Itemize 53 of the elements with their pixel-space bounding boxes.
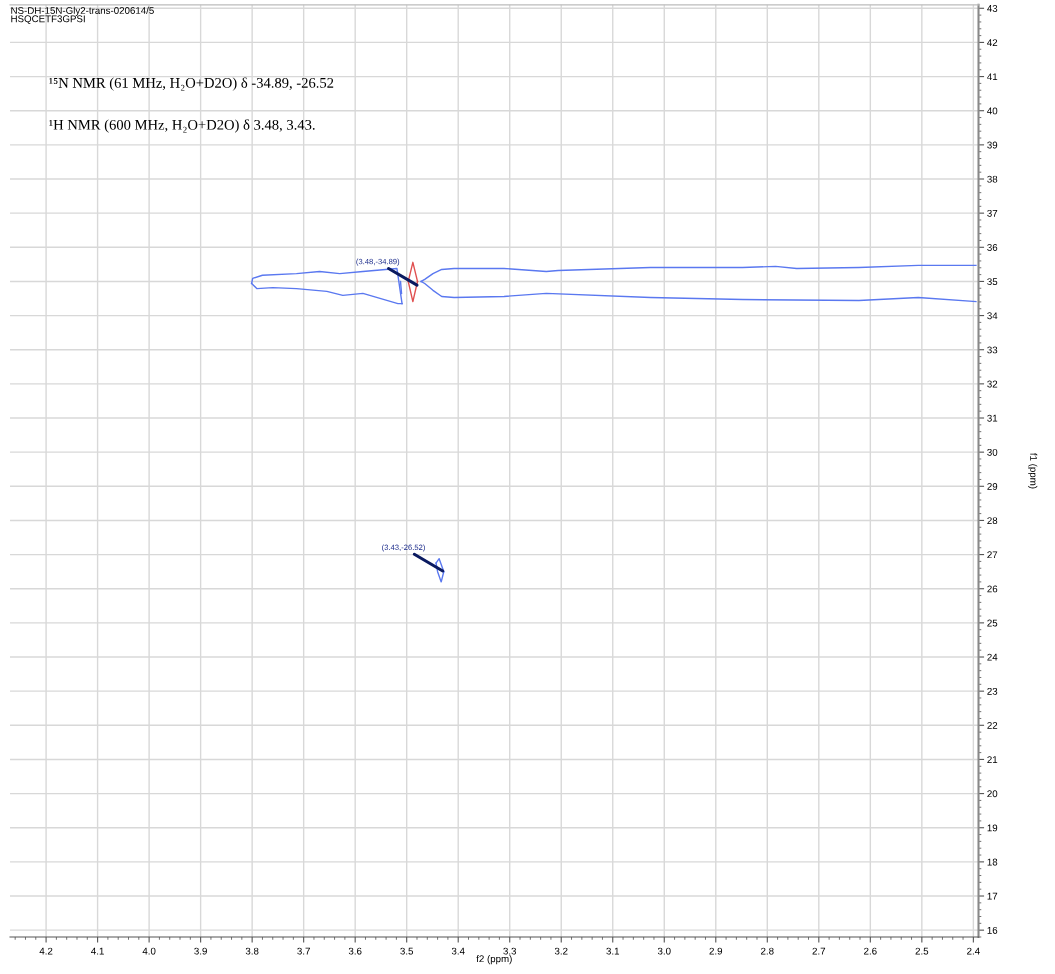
annotation: NS-DH-15N-Gly2-trans-020614/5 (11, 6, 154, 16)
x-tick-label: 2.8 (761, 947, 774, 955)
x-tick-label: 2.6 (864, 947, 877, 955)
y-tick-label: 37 (987, 209, 998, 217)
x-tick-label: 3.5 (400, 947, 414, 955)
y-tick-label: 34 (987, 312, 998, 320)
y-tick-label: 42 (987, 39, 998, 46)
x-tick-label: 2.7 (812, 947, 826, 955)
y-tick-label: 24 (987, 653, 998, 661)
annotation: HSQCETF3GPSI (11, 15, 85, 24)
y-tick-label: 38 (987, 175, 998, 183)
x-tick-label: 3.1 (606, 947, 620, 955)
x-tick-label: 3.7 (297, 947, 310, 955)
x-tick-label: 4.1 (91, 947, 104, 955)
y-tick-label: 19 (987, 824, 998, 832)
x-tick-label: 4.2 (39, 947, 53, 955)
x-tick-label: 3.8 (245, 947, 259, 955)
y-tick-label: 18 (987, 858, 998, 866)
x-tick-label: 3.2 (554, 947, 568, 955)
y-tick-label: 26 (987, 585, 998, 593)
y-tick-label: 16 (987, 926, 998, 934)
y-tick-label: 22 (987, 722, 998, 729)
x-tick-label: 3.3 (503, 947, 517, 955)
y-tick-label: 20 (987, 790, 998, 798)
annotation: ¹⁵N NMR (61 MHz, H₂O+D2O) δ -34.89, -26.52 (49, 77, 334, 91)
x-tick-label: 3.4 (451, 947, 465, 955)
y-tick-label: 29 (987, 483, 998, 490)
y-tick-label: 21 (987, 756, 998, 763)
y-tick-label: 28 (987, 517, 998, 525)
y-tick-label: 30 (987, 448, 998, 456)
y-tick-label: 25 (987, 619, 998, 627)
y-tick-label: 31 (987, 414, 998, 422)
y-tick-label: 36 (987, 244, 998, 251)
y-axis-title: f1 (ppm) (1028, 452, 1038, 489)
y-tick-label: 39 (987, 141, 998, 149)
x-tick-label: 2.5 (915, 947, 929, 955)
y-tick-label: 23 (987, 687, 998, 695)
y-tick-label: 33 (987, 346, 998, 354)
y-tick-label: 17 (987, 892, 998, 900)
y-tick-label: 27 (987, 551, 998, 559)
x-tick-label: 3.0 (657, 947, 671, 955)
x-tick-label: 2.9 (709, 947, 723, 955)
x-tick-label: 4.0 (142, 947, 156, 955)
y-tick-label: 35 (987, 278, 998, 286)
x-axis-title: f2 (ppm) (476, 955, 512, 965)
x-tick-label: 2.4 (967, 947, 980, 955)
x-tick-label: 3.6 (348, 947, 362, 955)
y-tick-label: 43 (987, 5, 998, 12)
y-tick-label: 40 (987, 107, 998, 115)
y-tick-label: 32 (987, 380, 998, 388)
y-tick-label: 41 (987, 73, 998, 81)
x-tick-label: 3.9 (194, 947, 207, 955)
annotation: ¹H NMR (600 MHz, H₂O+D2O) δ 3.48, 3.43. (49, 119, 315, 133)
